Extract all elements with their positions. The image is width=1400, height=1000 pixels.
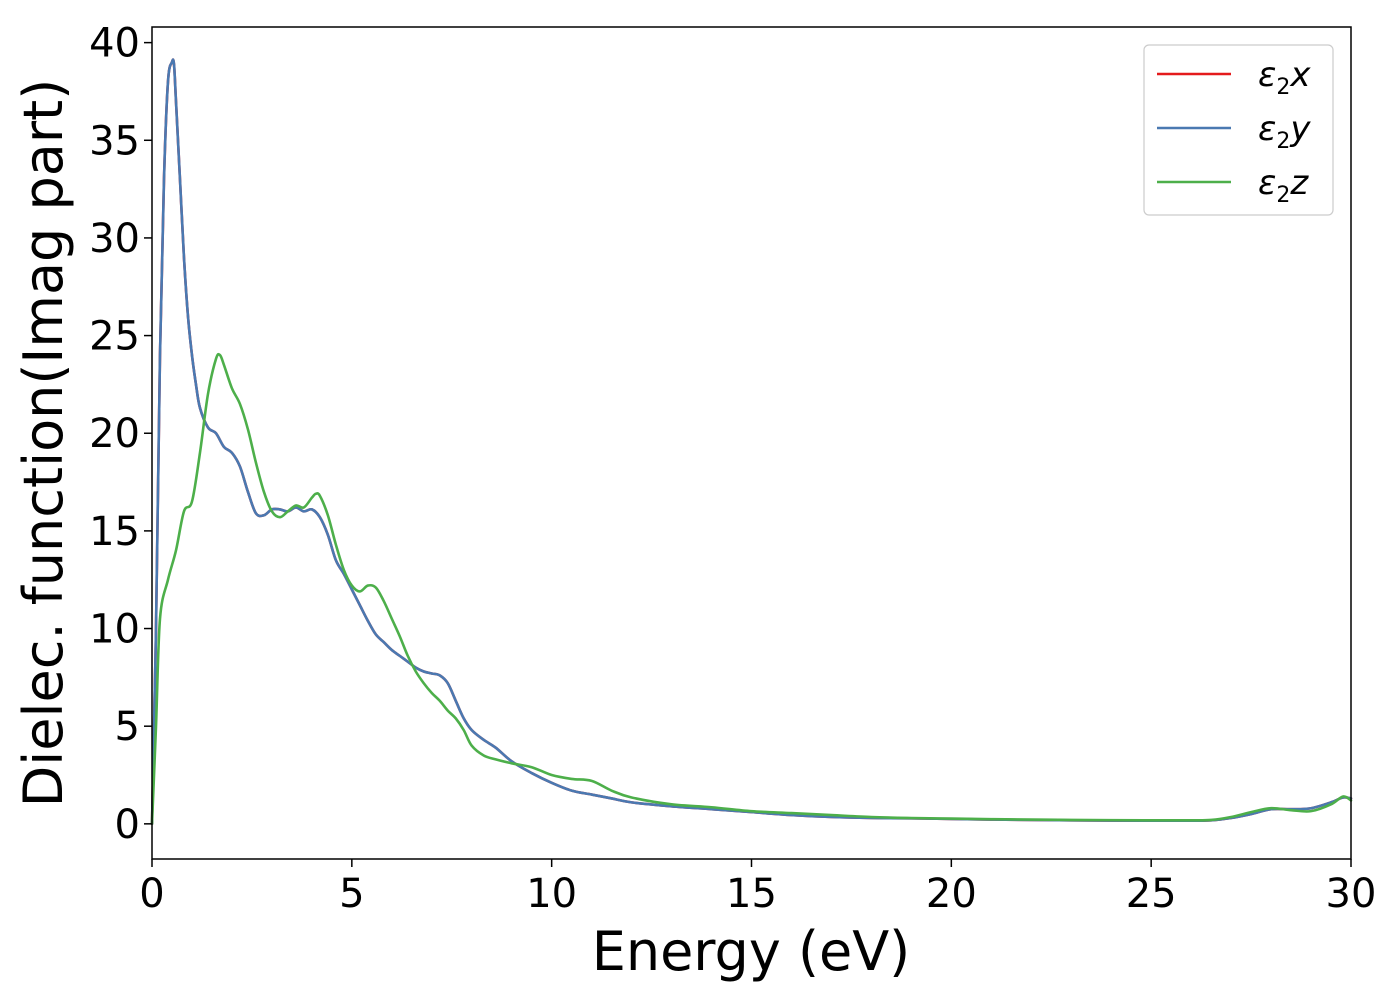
- y-axis: 0 5 10 15 20 25 30 35 40: [89, 21, 152, 848]
- x-tick-label: 10: [526, 871, 577, 917]
- y-tick-label: 0: [115, 802, 140, 848]
- legend: ε2x ε2y ε2z: [1143, 44, 1334, 216]
- legend-label-x: ε2x: [1258, 55, 1311, 100]
- y-tick-label: 10: [89, 607, 140, 653]
- x-axis: 0 5 10 15 20 25 30: [139, 859, 1376, 917]
- y-tick-label: 20: [89, 411, 140, 457]
- y-tick-label: 30: [89, 216, 140, 262]
- y-tick-label: 5: [115, 704, 140, 750]
- x-tick-label: 15: [726, 871, 777, 917]
- y-axis-label: Dielec. function(Imag part): [12, 79, 75, 808]
- legend-box: [1143, 44, 1334, 216]
- legend-label-z: ε2z: [1258, 163, 1309, 208]
- series-layer: [150, 58, 1353, 826]
- x-axis-label: Energy (eV): [592, 920, 911, 983]
- legend-label-y: ε2y: [1258, 109, 1311, 154]
- y-tick-label: 15: [89, 509, 140, 555]
- x-tick-label: 0: [139, 871, 164, 917]
- x-tick-label: 20: [926, 871, 977, 917]
- x-tick-label: 25: [1126, 871, 1177, 917]
- y-tick-label: 35: [89, 118, 140, 164]
- y-tick-label: 40: [89, 21, 140, 67]
- x-tick-label: 30: [1326, 871, 1377, 917]
- legend-items: ε2x ε2y ε2z: [1157, 55, 1311, 208]
- x-tick-label: 5: [339, 871, 364, 917]
- y-tick-label: 25: [89, 314, 140, 360]
- series-line-z: [150, 352, 1353, 826]
